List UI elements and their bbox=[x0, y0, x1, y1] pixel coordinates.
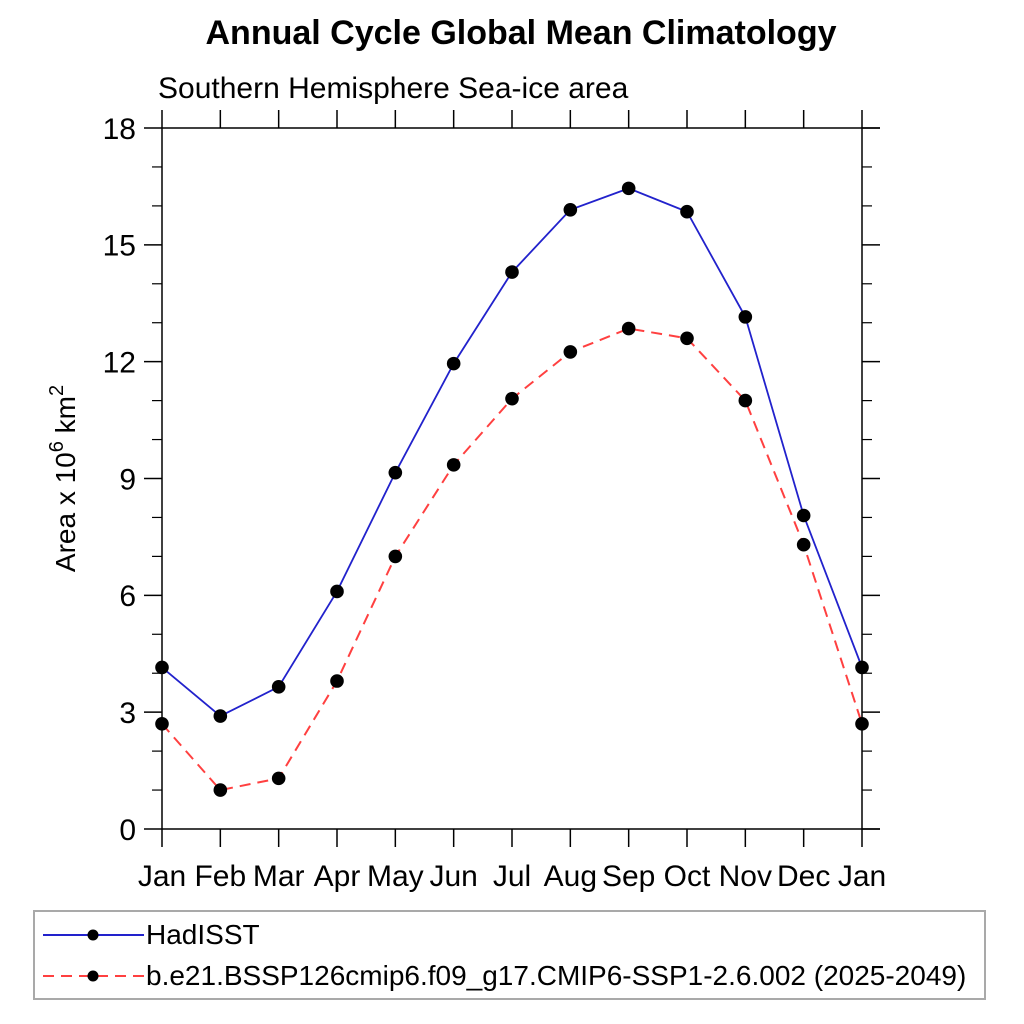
x-axis-tick-label: Jan bbox=[138, 860, 186, 893]
data-point-marker-hadisst bbox=[388, 465, 403, 480]
data-point-marker-cesm-ssp126 bbox=[213, 783, 228, 797]
chart-subtitle: Southern Hemisphere Sea-ice area bbox=[158, 72, 629, 105]
data-point-marker-cesm-ssp126 bbox=[446, 458, 461, 472]
chart-title: Annual Cycle Global Mean Climatology bbox=[205, 14, 837, 52]
data-point-marker-hadisst bbox=[213, 709, 228, 723]
legend-line-sample-dashed bbox=[43, 970, 144, 981]
x-axis-tick-label: May bbox=[367, 860, 424, 893]
data-point-marker-hadisst bbox=[738, 310, 753, 324]
y-axis-tick-label: 9 bbox=[119, 463, 136, 496]
data-point-marker-hadisst bbox=[855, 660, 869, 675]
data-point-marker-cesm-ssp126 bbox=[796, 537, 811, 552]
data-point-marker-cesm-ssp126 bbox=[271, 771, 286, 786]
data-point-marker-cesm-ssp126 bbox=[738, 393, 753, 408]
data-point-marker-cesm-ssp126 bbox=[563, 345, 578, 359]
legend-label-model: b.e21.BSSP126cmip6.f09_g17.CMIP6-SSP1-2.… bbox=[146, 959, 967, 991]
legend-label-hadisst: HadISST bbox=[146, 918, 260, 950]
data-point-marker-cesm-ssp126 bbox=[330, 674, 344, 688]
data-point-marker-hadisst bbox=[271, 680, 286, 694]
data-point-marker-hadisst bbox=[155, 660, 169, 675]
x-axis-tick-label: Dec bbox=[777, 860, 830, 893]
data-point-marker-cesm-ssp126 bbox=[388, 549, 403, 564]
y-axis-title: Area x 106 km2 bbox=[46, 385, 81, 572]
legend-item-model: b.e21.BSSP126cmip6.f09_g17.CMIP6-SSP1-2.… bbox=[41, 955, 984, 996]
data-point-marker-hadisst bbox=[680, 204, 694, 219]
y-axis-tick-label: 0 bbox=[119, 814, 136, 847]
y-axis-tick-label: 6 bbox=[119, 580, 136, 613]
x-axis-tick-label: Feb bbox=[194, 860, 246, 893]
data-point-marker-cesm-ssp126 bbox=[680, 331, 694, 346]
y-axis-tick-label: 3 bbox=[119, 697, 136, 730]
y-axis-tick-label: 12 bbox=[103, 346, 136, 379]
x-axis-tick-label: Apr bbox=[314, 860, 361, 893]
data-point-marker-hadisst bbox=[505, 265, 519, 279]
x-axis-tick-label: Mar bbox=[253, 860, 305, 893]
y-axis-tick-label: 18 bbox=[103, 113, 136, 146]
data-point-marker-cesm-ssp126 bbox=[621, 321, 636, 336]
data-point-marker-cesm-ssp126 bbox=[505, 391, 519, 406]
x-axis-tick-label: Aug bbox=[544, 860, 597, 893]
data-point-marker-hadisst bbox=[446, 356, 461, 371]
x-axis-tick-label: Oct bbox=[664, 860, 711, 893]
data-point-marker-hadisst bbox=[621, 181, 636, 196]
legend-line-sample-solid bbox=[43, 929, 144, 940]
x-axis-tick-label: Sep bbox=[602, 860, 655, 893]
data-point-marker-hadisst bbox=[563, 202, 578, 217]
x-axis-tick-label: Jan bbox=[838, 860, 886, 893]
data-point-marker-hadisst bbox=[796, 508, 811, 523]
data-point-marker-cesm-ssp126 bbox=[855, 717, 869, 731]
data-point-marker-hadisst bbox=[330, 584, 344, 599]
data-point-marker-cesm-ssp126 bbox=[155, 717, 169, 731]
y-axis-tick-label: 15 bbox=[103, 230, 136, 263]
x-axis-tick-label: Jun bbox=[429, 860, 477, 893]
legend: HadISST b.e21.BSSP126cmip6.f09_g17.CMIP6… bbox=[33, 910, 986, 1000]
x-axis-tick-label: Jul bbox=[493, 860, 531, 893]
legend-item-hadisst: HadISST bbox=[41, 914, 984, 955]
x-axis-tick-label: Nov bbox=[719, 860, 772, 893]
